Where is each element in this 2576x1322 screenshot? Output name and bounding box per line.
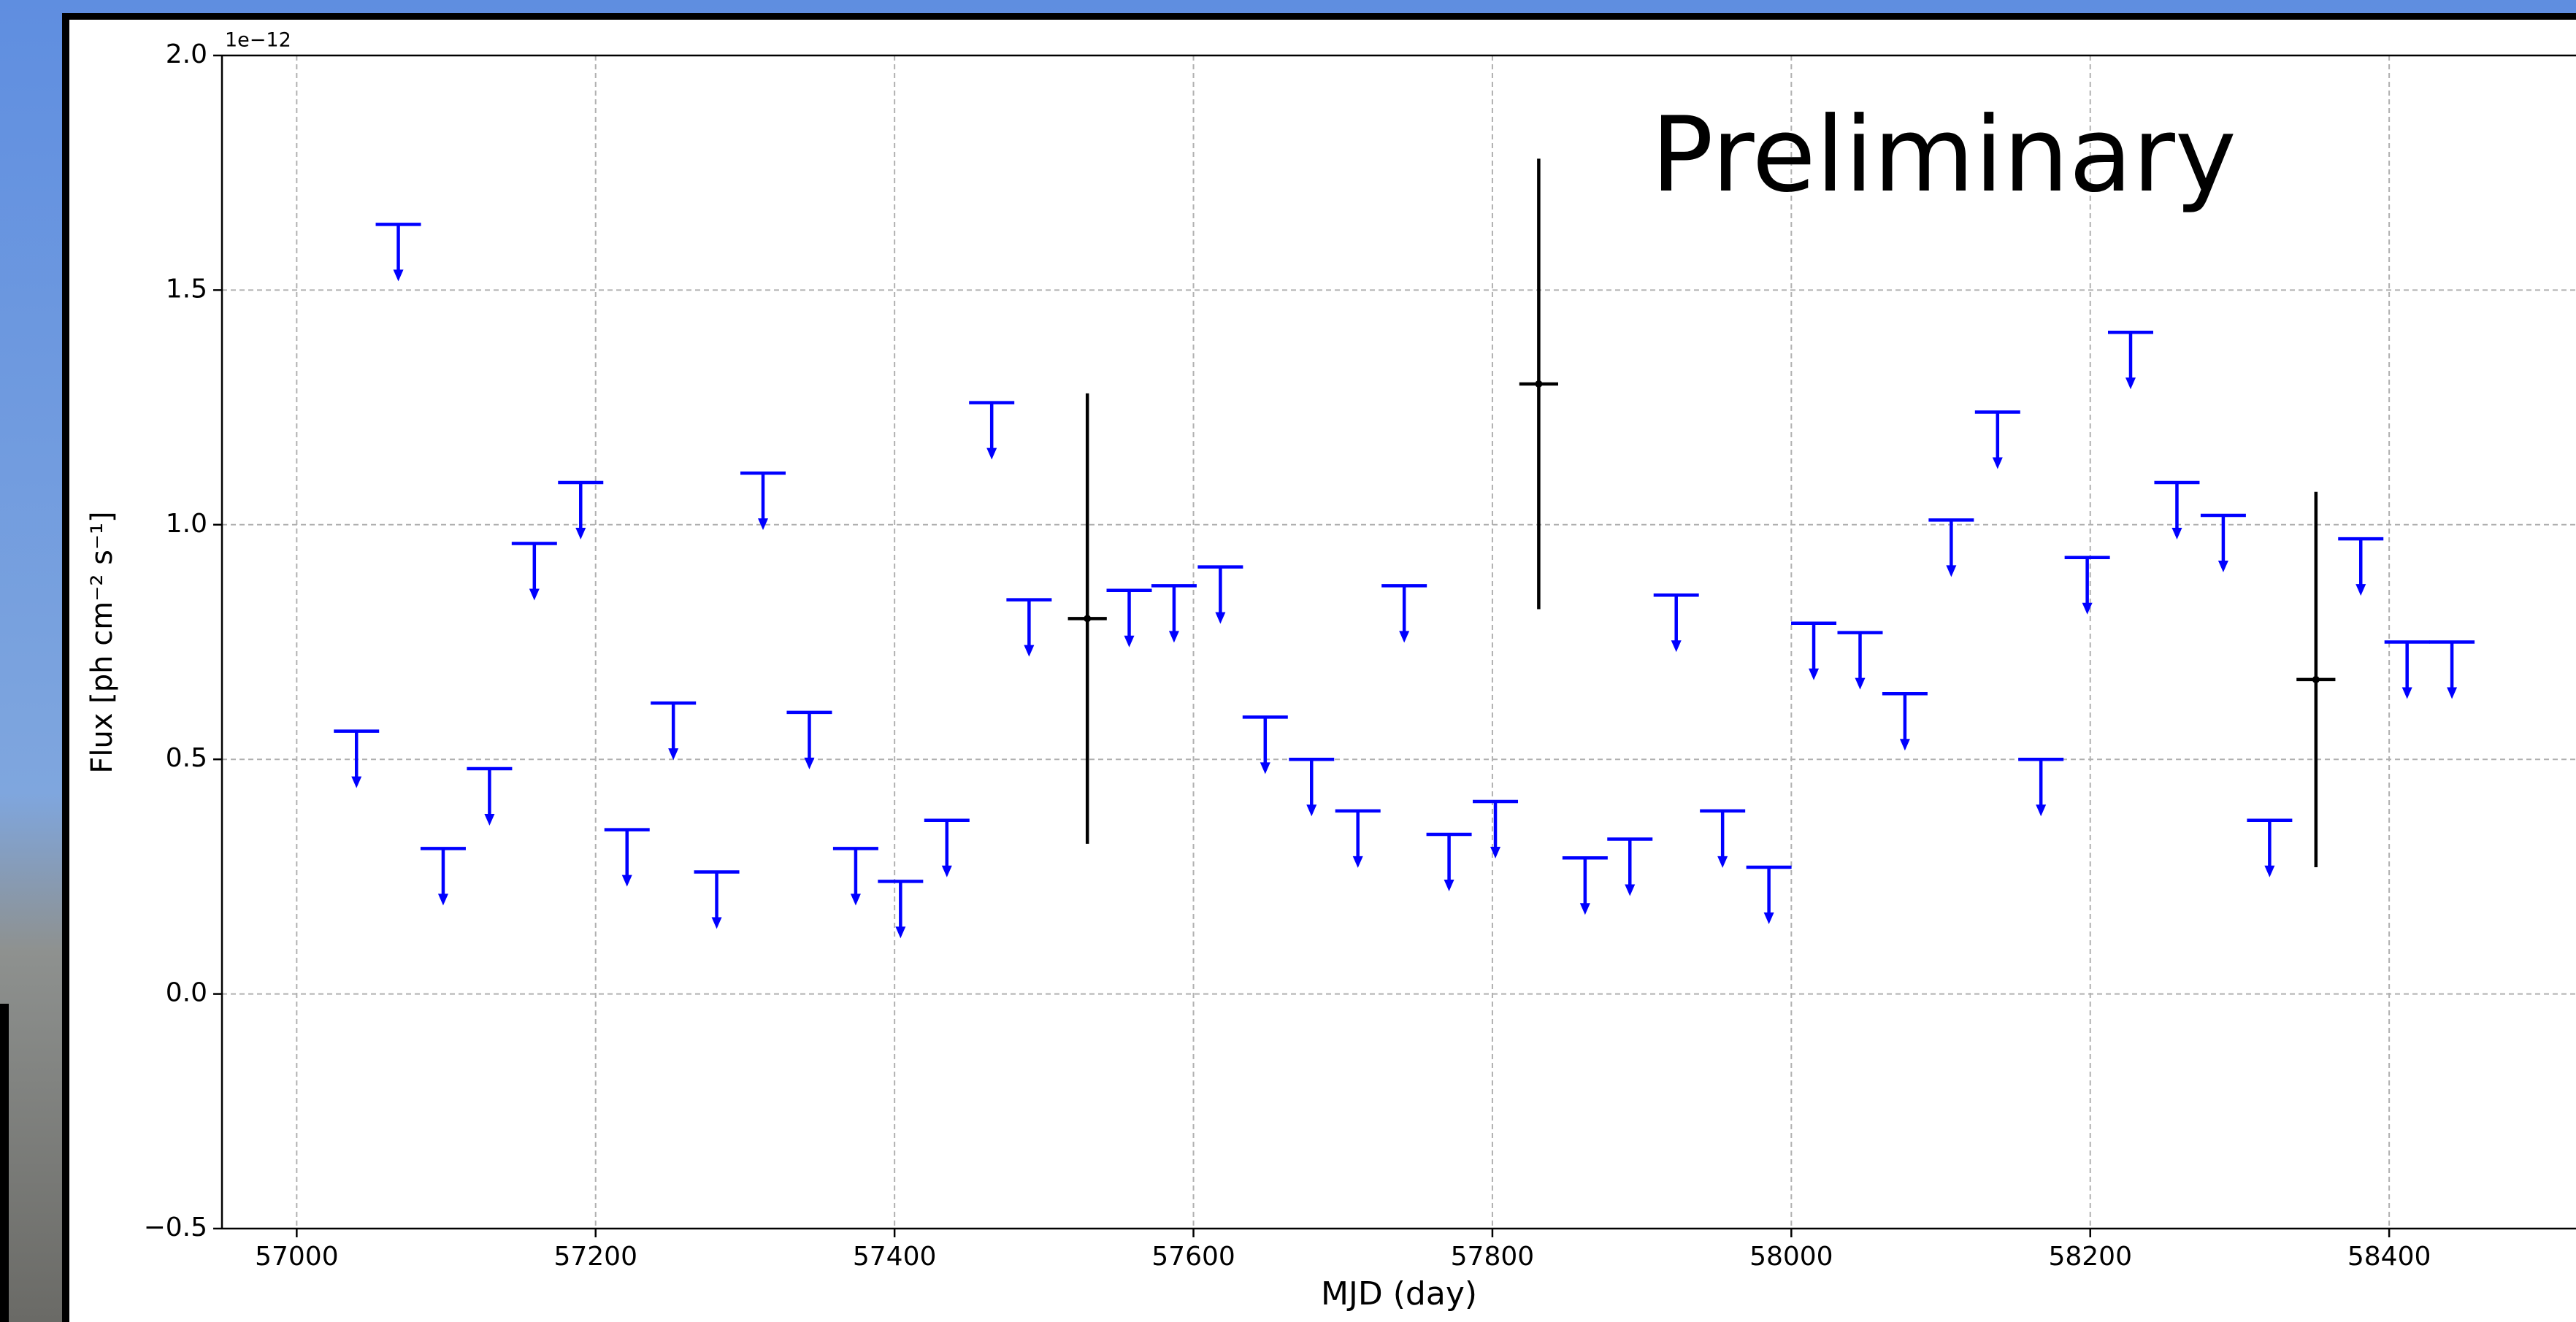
y-tick-label: 0.5 xyxy=(166,743,207,773)
data-point xyxy=(1084,615,1091,622)
x-tick-label: 57800 xyxy=(1451,1242,1535,1272)
x-axis-label: MJD (day) xyxy=(1321,1275,1477,1313)
y-tick-label: 0.0 xyxy=(166,978,207,1008)
x-tick-label: 58400 xyxy=(2347,1242,2431,1272)
data-point xyxy=(1535,380,1542,388)
y-tick-label: 2.0 xyxy=(166,39,207,69)
data-point xyxy=(2312,676,2320,683)
y-axis-label: Flux [ph cm⁻² s⁻¹] xyxy=(85,511,119,773)
chart: −0.5 0.0 0.5 1.0 1.5 2.0 57000 57200 57400 57600 5… xyxy=(0,0,2576,1322)
x-tick-label: 57200 xyxy=(553,1242,637,1272)
offset-text: 1e−12 xyxy=(225,29,291,52)
x-tick-label: 57400 xyxy=(853,1242,937,1272)
x-tick-label: 58000 xyxy=(1749,1242,1833,1272)
x-tick-label: 57600 xyxy=(1151,1242,1235,1272)
x-tick-label: 57000 xyxy=(255,1242,339,1272)
y-tick-label: −0.5 xyxy=(144,1213,207,1242)
y-tick-label: 1.0 xyxy=(166,509,207,539)
y-tick-label: 1.5 xyxy=(166,274,207,304)
annotation: Preliminary xyxy=(1651,95,2236,215)
x-tick-label: 58200 xyxy=(2048,1242,2132,1272)
page: −0.5 0.0 0.5 1.0 1.5 2.0 57000 57200 57400 57600 5… xyxy=(0,0,2576,1322)
background-edge xyxy=(0,1004,9,1322)
